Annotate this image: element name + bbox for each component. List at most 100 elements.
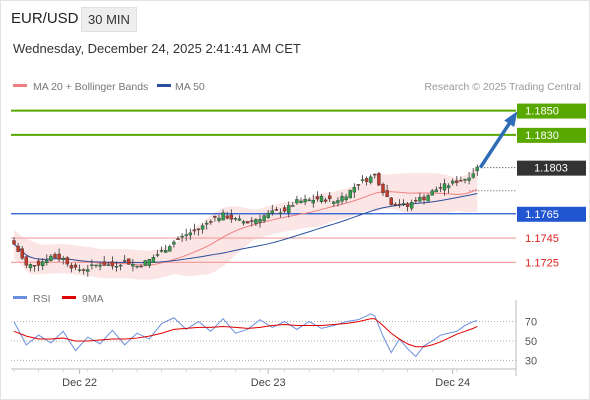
candle-body: [65, 257, 70, 265]
bollinger-bands: [14, 166, 478, 280]
candle: [159, 246, 164, 253]
candle: [135, 265, 139, 269]
candle-body: [364, 178, 369, 182]
candle: [373, 173, 377, 179]
candle: [422, 194, 426, 205]
candle-body: [36, 260, 41, 266]
candle-body: [69, 265, 74, 269]
candle-body: [282, 207, 287, 212]
forecast-arrow-head: [504, 111, 518, 128]
candle-body: [155, 254, 160, 256]
candle-body: [213, 216, 217, 218]
candle: [192, 223, 197, 235]
candle: [147, 258, 152, 269]
candle: [196, 228, 201, 236]
candle: [348, 189, 352, 199]
candle-body: [377, 173, 381, 186]
candle-body: [24, 256, 28, 266]
candle: [258, 214, 262, 228]
support-label-1.1745: 1.1745: [525, 233, 559, 245]
candle: [250, 217, 254, 227]
timeframe-badge[interactable]: 30 MIN: [81, 7, 137, 32]
candlesticks: [12, 164, 479, 277]
candle-body: [295, 199, 299, 204]
candle-body: [328, 195, 332, 200]
price-level-labels: 1.1850 1.1830 1.1803 1.1765 1.1745 1.1725: [517, 103, 586, 269]
candle-body: [352, 187, 356, 193]
x-tick-label: Dec 22: [62, 377, 97, 389]
rsi-ma-legend-swatch: [62, 296, 76, 299]
candle: [127, 258, 131, 265]
candle-body: [323, 199, 328, 202]
candle-body: [254, 219, 258, 224]
bollinger-band-fill: [14, 166, 478, 280]
candle: [12, 237, 16, 245]
candle: [114, 261, 119, 272]
candle: [385, 184, 389, 198]
candle-body: [438, 187, 443, 189]
candle: [188, 228, 193, 240]
candle-body: [287, 205, 291, 213]
candle: [438, 183, 443, 193]
rsi-ma-line: [13, 318, 478, 348]
x-axis: Dec 22 Dec 23 Dec 24: [13, 369, 470, 389]
rsi-legend-label: RSI: [33, 293, 51, 305]
candle-body: [217, 217, 221, 221]
candle-body: [237, 218, 242, 221]
candle: [163, 244, 168, 253]
candle: [405, 202, 410, 212]
candle-body: [20, 248, 24, 259]
candle: [36, 258, 41, 272]
candle: [151, 254, 156, 263]
candle: [65, 256, 70, 267]
candle-body: [245, 221, 250, 224]
candle-body: [184, 234, 188, 236]
candle-body: [163, 250, 168, 253]
candle: [401, 199, 406, 207]
candle-body: [381, 183, 385, 194]
candle-body: [434, 189, 438, 193]
candle: [369, 174, 373, 185]
candle-body: [98, 264, 102, 267]
candle: [377, 171, 381, 186]
candle: [410, 199, 414, 212]
candle: [73, 262, 78, 271]
target-tag-1.1830: [517, 127, 586, 143]
candle-body: [81, 269, 86, 271]
candle: [381, 182, 385, 196]
candle-body: [77, 269, 82, 271]
chart-header: EUR/USD 30 MIN: [0, 0, 590, 36]
candle: [225, 211, 229, 220]
candle: [340, 192, 344, 205]
candle-body: [430, 190, 434, 196]
candle: [467, 172, 471, 185]
candle: [200, 223, 205, 234]
target-label-1.1850: 1.1850: [525, 106, 559, 118]
candle: [451, 178, 455, 186]
candle-body: [49, 255, 53, 261]
candle: [81, 268, 86, 275]
candle: [45, 254, 49, 266]
candle: [233, 217, 238, 222]
candle: [442, 178, 447, 196]
current-price-label: 1.1803: [534, 163, 568, 175]
candle: [463, 178, 467, 184]
candle-body: [204, 222, 209, 225]
candle: [418, 193, 422, 203]
candle-body: [57, 253, 61, 260]
candle: [168, 244, 172, 252]
candle-body: [373, 173, 377, 176]
candle-body: [467, 177, 471, 181]
candle-body: [12, 240, 16, 245]
candle: [282, 205, 287, 214]
candle-body: [274, 209, 279, 211]
candle: [344, 193, 348, 203]
rsi-tick-70: 70: [525, 317, 537, 329]
candle: [184, 228, 188, 241]
candle-body: [61, 258, 65, 261]
candle-body: [299, 200, 303, 204]
support-tag-1.1765: [517, 206, 586, 222]
candle-body: [446, 185, 451, 189]
